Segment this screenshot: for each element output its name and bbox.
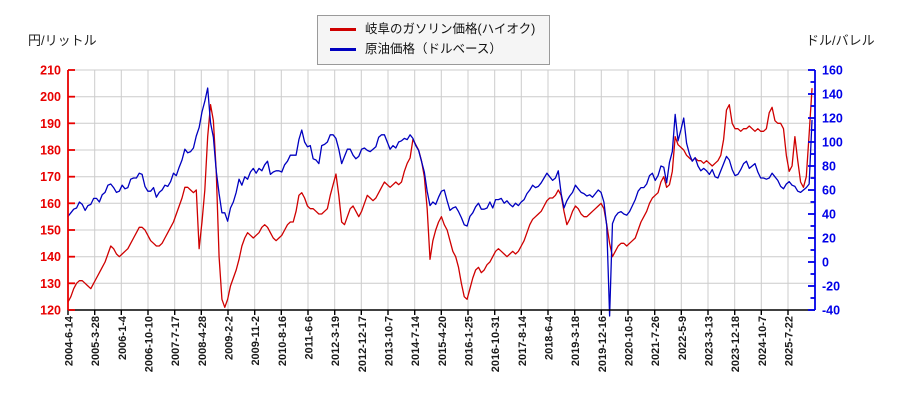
left-axis-tick-label: 180 bbox=[40, 144, 61, 158]
x-axis-tick-label: 2010-8-16 bbox=[277, 316, 289, 366]
right-axis-tick-label: 160 bbox=[822, 64, 843, 78]
x-axis-tick-label: 2008-4-28 bbox=[197, 316, 209, 366]
x-axis-tick-label: 2006-10-10 bbox=[144, 316, 156, 372]
x-axis-tick-label: 2013-10-7 bbox=[384, 316, 396, 366]
x-axis-tick-label: 2024-10-7 bbox=[757, 316, 769, 366]
x-axis-tick-label: 2012-3-19 bbox=[330, 316, 342, 366]
right-axis-tick-label: 40 bbox=[822, 208, 836, 222]
x-axis-tick-label: 2019-3-18 bbox=[570, 316, 582, 366]
x-axis-tick-label: 2005-3-28 bbox=[90, 316, 102, 366]
x-axis-tick-label: 2016-10-31 bbox=[490, 316, 502, 372]
right-axis-tick-label: -20 bbox=[822, 280, 840, 294]
right-axis-tick-label: 0 bbox=[822, 256, 829, 270]
right-axis-tick-label: 20 bbox=[822, 232, 836, 246]
crude-oil-price-line bbox=[67, 87, 813, 317]
x-axis-tick-label: 2004-6-14 bbox=[64, 315, 76, 366]
left-axis-tick-label: 120 bbox=[40, 304, 61, 318]
right-axis-tick-label: 140 bbox=[822, 88, 843, 102]
x-axis-tick-label: 2019-12-16 bbox=[597, 316, 609, 372]
x-axis-tick-label: 2025-7-22 bbox=[784, 316, 796, 366]
x-axis-tick-label: 2021-7-26 bbox=[650, 316, 662, 366]
x-axis-tick-label: 2017-8-14 bbox=[517, 315, 529, 366]
x-axis-tick-label: 2009-11-2 bbox=[250, 316, 262, 366]
x-axis-tick-label: 2007-7-17 bbox=[170, 316, 182, 366]
x-axis-tick-label: 2009-2-2 bbox=[224, 316, 236, 360]
x-axis-tick-label: 2012-12-17 bbox=[357, 316, 369, 372]
right-axis-tick-label: 120 bbox=[822, 112, 843, 126]
x-axis-tick-label: 2020-10-5 bbox=[624, 316, 636, 366]
x-axis-tick-label: 2018-6-4 bbox=[544, 315, 556, 360]
x-axis-tick-label: 2011-6-6 bbox=[304, 316, 316, 359]
crude-oil-line-swatch bbox=[330, 48, 356, 51]
x-axis-tick-label: 2006-1-4 bbox=[117, 315, 129, 360]
gasoline-price-line bbox=[67, 88, 813, 308]
legend-item-crude-oil: 原油価格（ドルベース） bbox=[330, 42, 535, 57]
x-axis-tick-label: 2023-3-13 bbox=[704, 316, 716, 366]
x-axis-tick-label: 2022-5-9 bbox=[677, 316, 689, 360]
left-axis-tick-label: 190 bbox=[40, 117, 61, 131]
left-axis-tick-label: 210 bbox=[40, 64, 61, 78]
right-axis-tick-label: 60 bbox=[822, 184, 836, 198]
left-axis-title: 円/リットル bbox=[28, 33, 97, 48]
x-axis-tick-label: 2023-12-18 bbox=[730, 316, 742, 372]
legend-label-crude-oil: 原油価格（ドルベース） bbox=[365, 42, 502, 56]
legend-item-gasoline: 岐阜のガソリン価格(ハイオク) bbox=[330, 22, 535, 37]
right-axis-tick-label: 80 bbox=[822, 160, 836, 174]
right-axis-tick-label: 100 bbox=[822, 136, 843, 150]
left-axis-tick-label: 200 bbox=[40, 90, 61, 104]
left-axis-tick-label: 140 bbox=[40, 250, 61, 264]
x-axis-tick-label: 2015-4-20 bbox=[437, 316, 449, 366]
legend: 岐阜のガソリン価格(ハイオク) 原油価格（ドルベース） bbox=[317, 15, 551, 65]
gasoline-line-swatch bbox=[330, 28, 356, 31]
right-axis-title: ドル/バレル bbox=[806, 33, 875, 48]
legend-label-gasoline: 岐阜のガソリン価格(ハイオク) bbox=[365, 22, 536, 36]
left-axis-tick-label: 170 bbox=[40, 170, 61, 184]
x-axis-tick-label: 2016-1-25 bbox=[464, 316, 476, 366]
left-axis-tick-label: 130 bbox=[40, 277, 61, 291]
left-axis-tick-label: 160 bbox=[40, 197, 61, 211]
x-axis-tick-label: 2014-7-14 bbox=[410, 315, 422, 366]
right-axis-tick-label: -40 bbox=[822, 304, 840, 318]
left-axis-tick-label: 150 bbox=[40, 224, 61, 238]
